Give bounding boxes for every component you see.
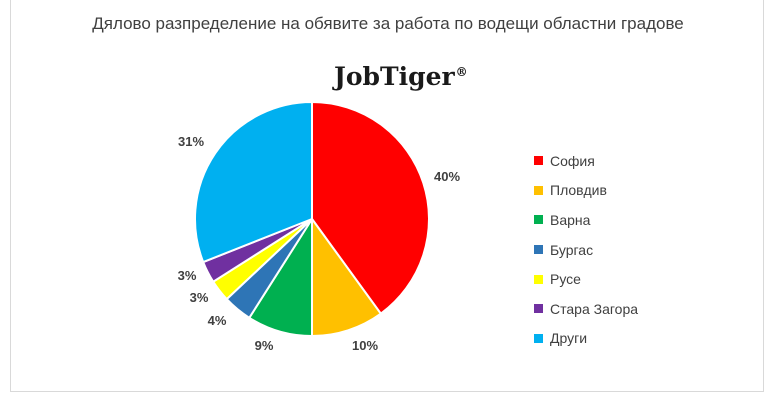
legend-item: Пловдив — [534, 176, 638, 206]
legend-item: Бургас — [534, 235, 638, 265]
pie-slice — [311, 215, 383, 338]
chart-title: Дялово разпределение на обявите за работ… — [92, 14, 684, 33]
legend-swatch — [534, 245, 543, 255]
legend-label: Русе — [550, 271, 581, 288]
legend-item: Стара Загора — [534, 294, 638, 324]
legend-label: София — [550, 152, 595, 169]
legend-label: Стара Загора — [550, 300, 639, 317]
legend-label: Други — [550, 330, 588, 347]
legend-item: София — [534, 146, 638, 176]
legend-label: Бургас — [550, 241, 594, 258]
legend-swatch — [534, 185, 543, 195]
legend-item: Русе — [534, 264, 638, 294]
data-label: 9% — [255, 338, 274, 353]
jobtiger-logo: JobTiger® — [334, 62, 468, 91]
data-label: 10% — [352, 338, 378, 353]
chart-frame — [10, 0, 764, 392]
pie-slice — [311, 100, 430, 316]
legend-label: Варна — [550, 211, 591, 228]
data-label: 4% — [208, 313, 227, 328]
chart-legend: София Пловдив Варна Бургас Русе Стара Загора Д… — [534, 146, 638, 353]
legend-swatch — [534, 215, 543, 225]
data-label: 3% — [190, 290, 209, 305]
logo-text: JobTiger — [334, 62, 455, 91]
legend-swatch — [534, 304, 543, 314]
registered-mark: ® — [455, 64, 468, 79]
legend-swatch — [534, 156, 543, 166]
pie-slice — [194, 100, 313, 264]
legend-item: Варна — [534, 205, 638, 235]
legend-swatch — [534, 333, 543, 343]
legend-label: Пловдив — [550, 182, 607, 199]
legend-swatch — [534, 274, 543, 284]
data-label: 40% — [434, 169, 460, 184]
data-label: 31% — [178, 134, 204, 149]
legend-item: Други — [534, 324, 638, 354]
data-label: 3% — [178, 268, 197, 283]
